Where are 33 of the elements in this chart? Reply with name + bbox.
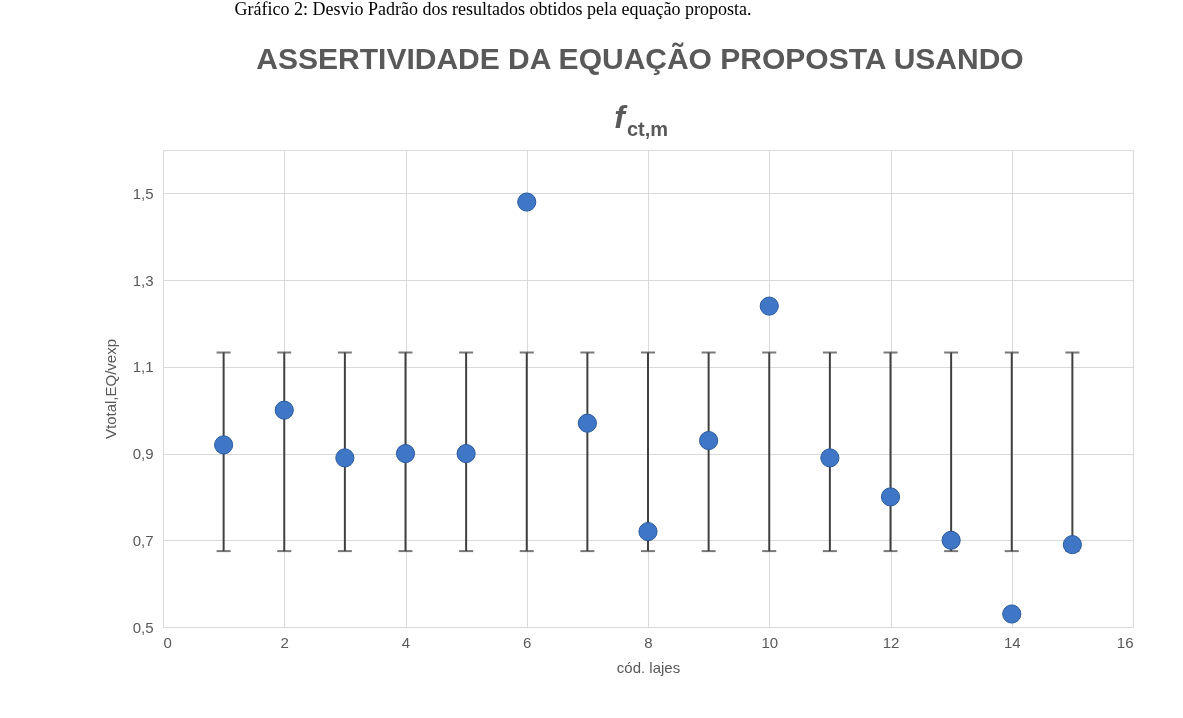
point — [214, 435, 234, 455]
x-tick-label: 10 — [761, 633, 779, 651]
text: Gráfico 2: Desvio Padrão dos resultados obtidos pela equação proposta. — [234, 0, 752, 19]
point — [759, 296, 779, 316]
point — [941, 530, 961, 550]
y-tick-label: 1,1 — [132, 358, 154, 376]
x-tick-label: 2 — [280, 633, 289, 651]
point — [1002, 604, 1022, 624]
y-tick-label: 1,3 — [132, 271, 154, 289]
point — [335, 448, 355, 468]
point — [577, 413, 597, 433]
y-axis-title: Vtotal,EQ/vexp — [101, 338, 119, 440]
point — [456, 443, 476, 464]
y-tick-label: 0,7 — [132, 531, 154, 549]
y-tick-label: 0,5 — [132, 618, 154, 636]
point — [699, 430, 719, 451]
point — [395, 443, 416, 464]
x-axis-title: cód. lajes — [616, 658, 681, 676]
point — [1062, 535, 1082, 555]
x-tick-label: 4 — [401, 633, 411, 651]
y-tick-label: 1,5 — [132, 184, 154, 202]
x-tick-label: 12 — [882, 633, 900, 651]
x-tick-label: 6 — [523, 633, 532, 651]
x-tick-label: 14 — [1003, 633, 1021, 651]
point — [638, 522, 658, 542]
point — [820, 448, 840, 468]
y-tick-label: 0,9 — [132, 445, 154, 463]
x-tick-label: 0 — [163, 633, 172, 651]
x-tick-label: 16 — [1116, 633, 1134, 651]
x-tick-label: 8 — [644, 633, 653, 651]
point — [880, 487, 901, 507]
point — [274, 400, 294, 420]
point — [517, 192, 537, 212]
